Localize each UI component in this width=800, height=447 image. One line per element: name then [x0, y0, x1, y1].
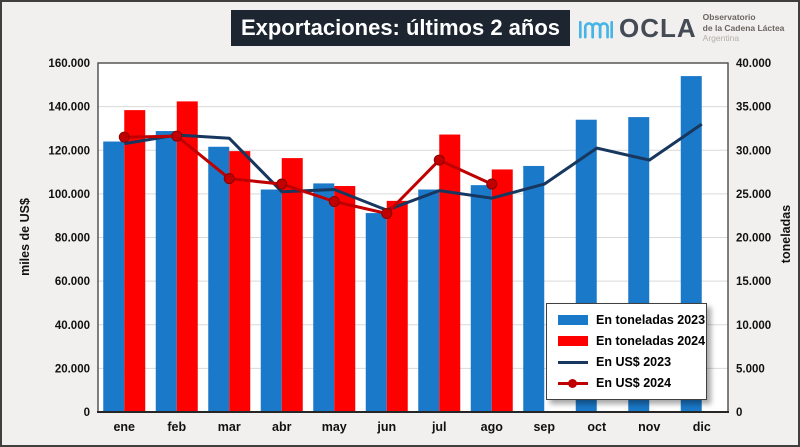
- chart-title: Exportaciones: últimos 2 años: [240, 15, 561, 40]
- logo-subtitle-line3: Argentina: [702, 33, 740, 44]
- ocla-wordmark: OCLA: [619, 13, 697, 43]
- legend-item-usd-2023: En US$ 2023: [558, 355, 706, 369]
- bar-toneladas-2024-ago: [491, 169, 513, 412]
- x-axis-label-ene: ene: [113, 420, 135, 434]
- logo-subtitle-line1: Observatorio: [702, 12, 756, 23]
- marker-usd-2024-ene: [118, 131, 130, 143]
- line-usd-2024: [124, 134, 493, 215]
- x-axis-label-abr: abr: [272, 420, 292, 434]
- legend-swatch-red-bar: [558, 335, 588, 346]
- left-axis-tick: 140.000: [48, 102, 90, 114]
- right-axis-tick: 15.000: [736, 276, 771, 288]
- left-axis-title: miles de US$: [18, 198, 32, 276]
- bar-toneladas-2023-mar: [208, 146, 230, 412]
- legend-swatch-blue-bar: [558, 314, 588, 325]
- right-axis-tick: 10.000: [736, 320, 771, 332]
- x-axis-label-oct: oct: [587, 420, 607, 434]
- bar-toneladas-2023-jun: [365, 213, 387, 412]
- legend-label: En US$ 2023: [596, 355, 672, 370]
- left-axis-tick: 40.000: [55, 320, 90, 332]
- x-axis-label-jul: jul: [431, 420, 447, 434]
- bar-toneladas-2024-mar: [229, 151, 251, 412]
- left-axis-tick: 0: [84, 407, 90, 419]
- bar-toneladas-2023-ene: [103, 141, 125, 412]
- bar-toneladas-2023-abr: [260, 189, 282, 412]
- logo-subtitle: Observatorio de la Cadena Láctea Argenti…: [703, 12, 785, 44]
- x-axis-label-dic: dic: [693, 420, 711, 434]
- left-axis-tick: 160.000: [48, 58, 90, 70]
- bar-toneladas-2024-ene: [124, 110, 146, 413]
- x-axis-label-nov: nov: [638, 420, 660, 434]
- x-axis-label-ago: ago: [481, 420, 504, 434]
- legend-item-toneladas-2023: En toneladas 2023: [558, 313, 706, 327]
- bar-toneladas-2023-sep: [523, 165, 545, 412]
- bar-toneladas-2024-abr: [281, 158, 303, 412]
- marker-usd-2024-may: [328, 196, 340, 208]
- legend-marker-dot: [568, 378, 577, 388]
- legend-item-usd-2024: En US$ 2024: [558, 376, 706, 390]
- bar-toneladas-2023-ago: [470, 185, 492, 412]
- right-axis-tick: 30.000: [736, 145, 771, 157]
- left-axis-tick: 100.000: [48, 189, 90, 201]
- right-axis-tick: 5.000: [736, 363, 765, 375]
- marker-usd-2024-feb: [171, 130, 183, 142]
- left-axis-tick: 60.000: [55, 276, 90, 288]
- bar-toneladas-2024-may: [334, 186, 356, 412]
- legend-label: En toneladas 2023: [596, 312, 706, 327]
- legend-swatch-darkred-line: [558, 378, 588, 388]
- bar-toneladas-2024-feb: [176, 101, 198, 412]
- right-axis-tick: 40.000: [736, 58, 771, 70]
- marker-usd-2024-jul: [433, 154, 445, 166]
- right-axis-tick: 25.000: [736, 189, 771, 201]
- right-axis-tick: 20.000: [736, 233, 771, 245]
- x-axis-label-jun: jun: [376, 420, 396, 434]
- x-axis-label-mar: mar: [218, 420, 241, 434]
- chart-title-box: Exportaciones: últimos 2 años: [231, 10, 570, 46]
- bar-toneladas-2023-may: [313, 183, 335, 412]
- legend: En toneladas 2023 En toneladas 2024 En U…: [546, 303, 707, 400]
- marker-usd-2024-ago: [486, 178, 498, 190]
- x-axis-label-feb: feb: [167, 420, 186, 434]
- right-axis-tick: 35.000: [736, 102, 771, 114]
- left-axis-tick: 120.000: [48, 145, 90, 157]
- marker-usd-2024-jun: [381, 208, 393, 220]
- x-axis-label-sep: sep: [533, 420, 555, 434]
- right-axis-title: toneladas: [779, 204, 793, 264]
- marker-usd-2024-abr: [276, 178, 288, 190]
- logo-subtitle-line2: de la Cadena Láctea: [702, 22, 785, 33]
- x-axis-label-may: may: [322, 420, 347, 434]
- bar-toneladas-2023-jul: [418, 189, 440, 412]
- bar-toneladas-2023-feb: [155, 131, 177, 412]
- left-axis-tick: 20.000: [55, 363, 90, 375]
- ocla-wave-icon: [578, 20, 614, 39]
- legend-item-toneladas-2024: En toneladas 2024: [558, 334, 706, 348]
- ocla-logo: OCLA Observatorio de la Cadena Láctea Ar…: [577, 12, 784, 44]
- marker-usd-2024-mar: [223, 173, 235, 185]
- bar-toneladas-2024-jun: [386, 200, 408, 412]
- legend-swatch-navy-line: [558, 360, 588, 364]
- left-axis-tick: 80.000: [55, 233, 90, 245]
- right-axis-tick: 0: [736, 407, 742, 419]
- line-usd-2023: [124, 122, 703, 212]
- legend-label: En toneladas 2024: [596, 333, 706, 348]
- legend-label: En US$ 2024: [596, 376, 672, 391]
- bar-toneladas-2024-jul: [439, 134, 461, 413]
